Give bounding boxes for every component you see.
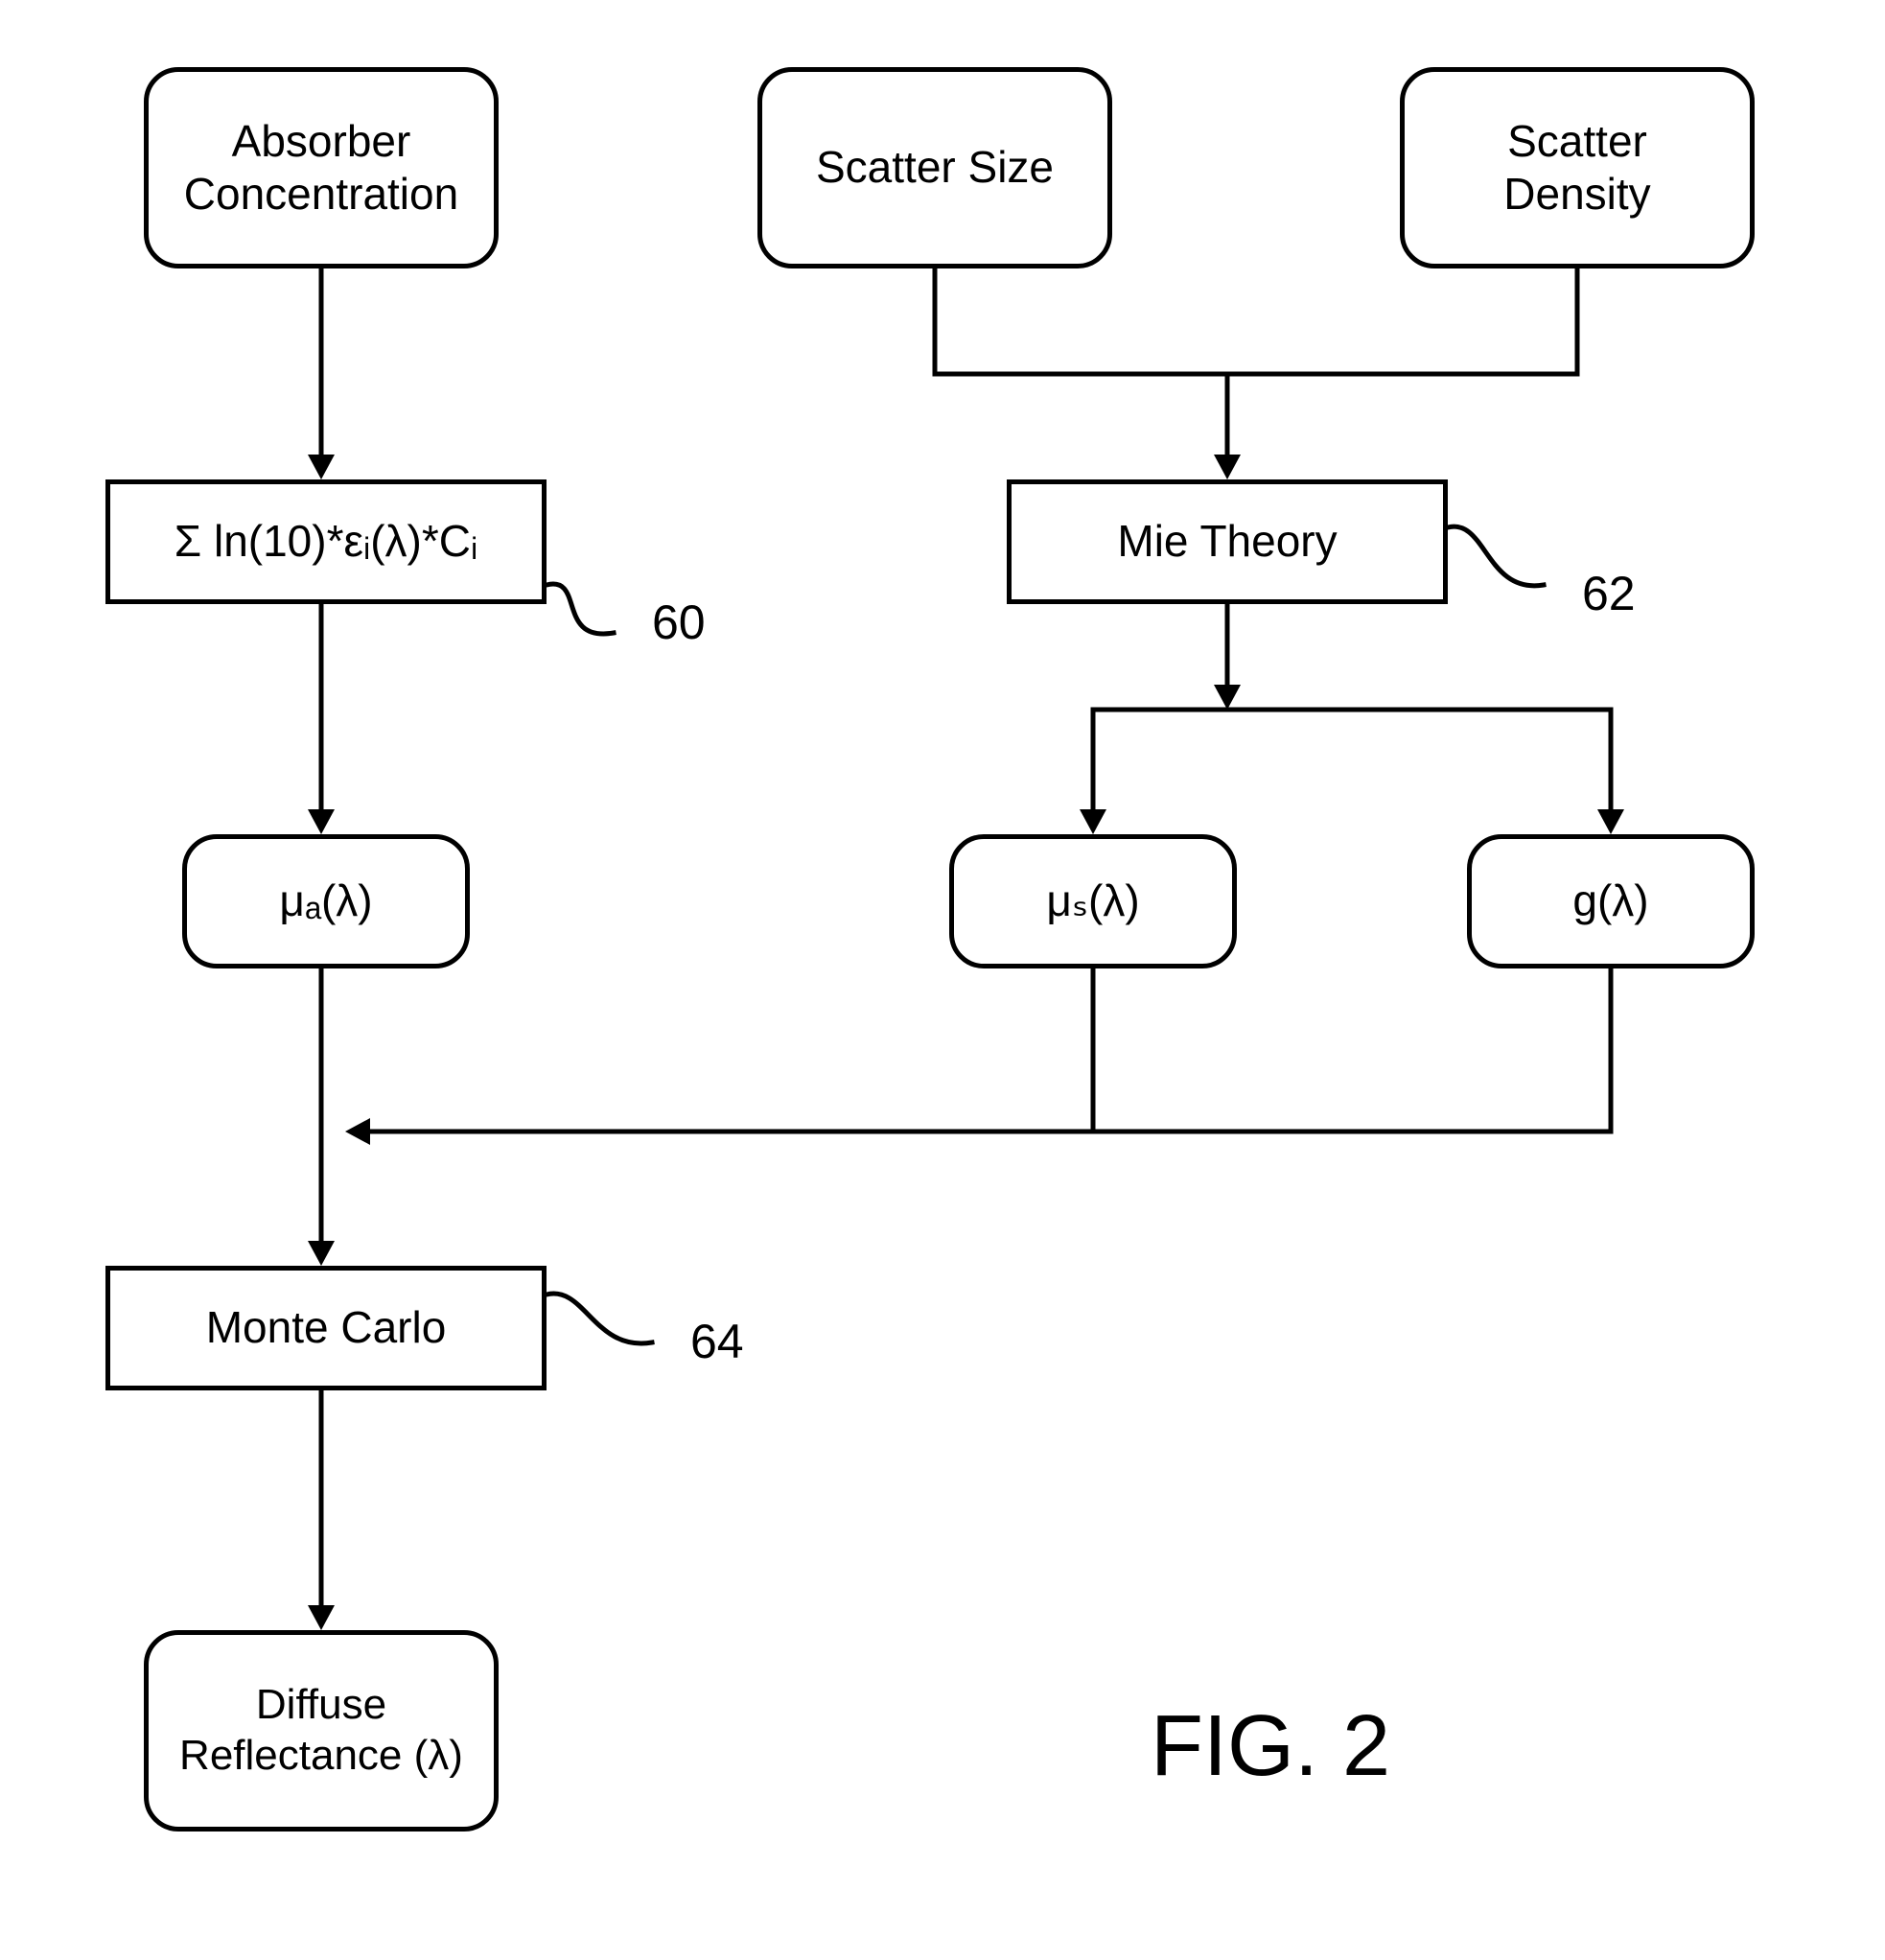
node-formula-label: Σ ln(10)*εᵢ(λ)*Cᵢ	[175, 515, 477, 568]
figure-label: FIG. 2	[1151, 1697, 1390, 1796]
node-monte-label: Monte Carlo	[206, 1301, 447, 1354]
node-absorber: Absorber Concentration	[144, 67, 499, 268]
node-diffuse-label: Diffuse Reflectance (λ)	[179, 1680, 463, 1782]
node-mie-label: Mie Theory	[1117, 515, 1337, 568]
callout-label-l60: 60	[652, 595, 706, 650]
callout-label-l64: 64	[690, 1314, 744, 1369]
node-absorber-label: Absorber Concentration	[184, 115, 458, 221]
node-mu_s: μₛ(λ)	[949, 834, 1237, 968]
node-scatter_density: Scatter Density	[1400, 67, 1755, 268]
callout-label-l62: 62	[1582, 566, 1636, 621]
node-formula: Σ ln(10)*εᵢ(λ)*Cᵢ	[105, 479, 547, 604]
node-g-label: g(λ)	[1572, 875, 1648, 927]
node-scatter_size-label: Scatter Size	[816, 141, 1054, 194]
node-scatter_size: Scatter Size	[757, 67, 1112, 268]
node-monte: Monte Carlo	[105, 1266, 547, 1390]
node-mu_a: μₐ(λ)	[182, 834, 470, 968]
node-g: g(λ)	[1467, 834, 1755, 968]
node-mie: Mie Theory	[1007, 479, 1448, 604]
node-mu_s-label: μₛ(λ)	[1046, 875, 1139, 927]
node-scatter_density-label: Scatter Density	[1503, 115, 1650, 221]
node-mu_a-label: μₐ(λ)	[279, 875, 372, 927]
node-diffuse: Diffuse Reflectance (λ)	[144, 1630, 499, 1832]
